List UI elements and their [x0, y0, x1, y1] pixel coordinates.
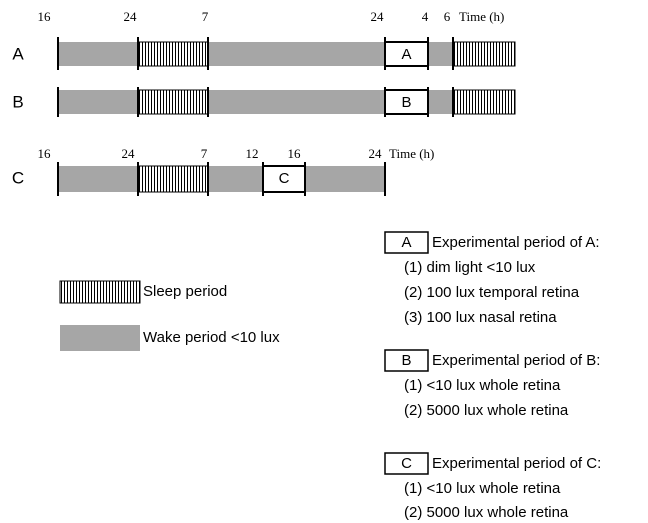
sleep-block: [137, 89, 209, 115]
tick-label: 16: [38, 146, 52, 161]
exp-box-label: B: [401, 94, 411, 111]
exp-key: C: [401, 455, 412, 472]
wake-bar: [58, 90, 515, 114]
exp-box-label: C: [279, 170, 290, 187]
tick-label: 24: [371, 9, 385, 24]
axis-label: Time (h): [459, 9, 504, 24]
tick-label: 16: [288, 146, 302, 161]
legend-label: Sleep period: [143, 283, 227, 300]
tick-label: 7: [202, 9, 209, 24]
tick-label: 24: [124, 9, 138, 24]
row-label: B: [12, 92, 23, 111]
exp-title: Experimental period of A:: [432, 234, 600, 251]
sleep-block: [452, 89, 516, 115]
wake-bar: [58, 166, 385, 192]
tick-lines: [57, 87, 454, 117]
sleep-block: [452, 41, 516, 67]
exp-key-box: [384, 349, 429, 372]
tick-lines: [57, 37, 454, 70]
row-c: 16 24 7 12 16 24 Time (h) C C: [12, 146, 434, 196]
exp-key-box: [384, 231, 429, 254]
exp-title: Experimental period of C:: [432, 455, 601, 472]
exp-key: B: [401, 352, 411, 369]
exp-item: (1) <10 lux whole retina: [404, 377, 561, 394]
exp-item: (2) 100 lux temporal retina: [404, 284, 580, 301]
tick-label: 4: [422, 9, 429, 24]
tick-label: 7: [201, 146, 208, 161]
experiment-a: A Experimental period of A: (1) dim ligh…: [384, 231, 600, 326]
row-a: 16 24 7 24 4 6 Time (h) A A: [12, 9, 516, 70]
exp-key-box: [384, 452, 429, 475]
experiment-b: B Experimental period of B: (1) <10 lux …: [384, 349, 600, 419]
legend-label: Wake period <10 lux: [143, 329, 280, 346]
row-label: A: [12, 44, 24, 63]
exp-item: (2) 5000 lux whole retina: [404, 504, 569, 521]
exp-item: (3) 100 lux nasal retina: [404, 309, 557, 326]
exp-key: A: [401, 234, 411, 251]
wake-bar: [58, 42, 515, 66]
legend: Sleep period Wake period <10 lux: [59, 280, 280, 351]
tick-lines: [57, 162, 386, 196]
exp-item: (1) dim light <10 lux: [404, 259, 536, 276]
tick-label: 12: [246, 146, 259, 161]
axis-label: Time (h): [389, 146, 434, 161]
tick-label: 16: [38, 9, 52, 24]
exp-title: Experimental period of B:: [432, 352, 600, 369]
exp-item: (1) <10 lux whole retina: [404, 480, 561, 497]
tick-label: 6: [444, 9, 451, 24]
row-b: B B: [12, 87, 516, 117]
exp-item: (2) 5000 lux whole retina: [404, 402, 569, 419]
tick-label: 24: [122, 146, 136, 161]
wake-swatch: [60, 325, 140, 351]
tick-label: 24: [369, 146, 383, 161]
exp-box-label: A: [401, 46, 411, 63]
row-label: C: [12, 168, 24, 187]
experiment-c: C Experimental period of C: (1) <10 lux …: [384, 452, 601, 521]
sleep-block: [137, 165, 209, 193]
sleep-swatch: [59, 280, 141, 304]
sleep-block: [137, 41, 209, 67]
